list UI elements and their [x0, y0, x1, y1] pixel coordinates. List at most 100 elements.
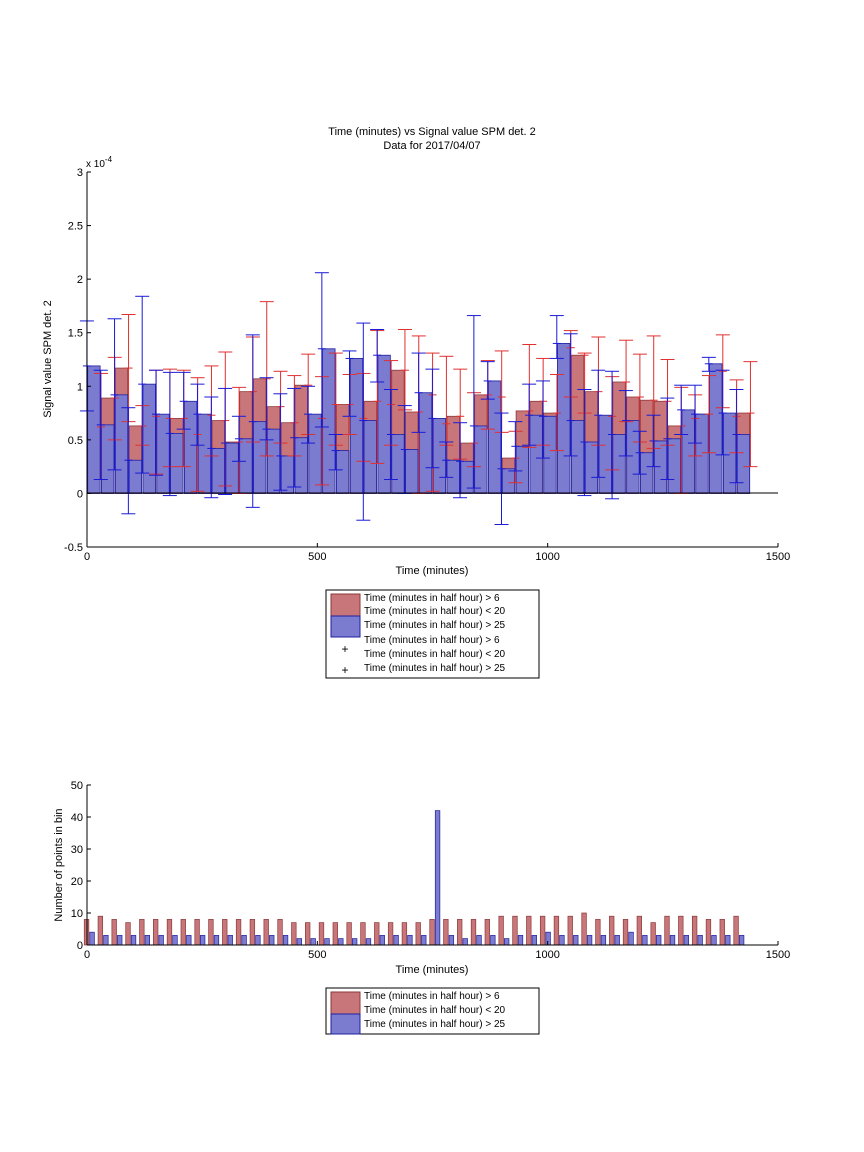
- blue-error-bar: [245, 334, 260, 508]
- red-error-bar: [743, 361, 758, 468]
- blue-error-bar: [577, 389, 592, 497]
- chart1-ticks: 0 500 1000 1500-0.500.511.522.53: [64, 167, 790, 563]
- red-count-bar: [360, 922, 366, 946]
- y-tick-label: 20: [71, 876, 83, 888]
- red-error-bar: [397, 329, 412, 411]
- legend2-item-3: Time (minutes in half hour) > 25: [364, 1019, 506, 1030]
- red-count-bar: [650, 922, 656, 946]
- blue-count-bar: [642, 935, 648, 946]
- x-tick-label: 1500: [766, 949, 790, 961]
- blue-count-bar: [573, 935, 579, 946]
- blue-bar: [349, 358, 364, 494]
- blue-bar: [529, 414, 543, 494]
- blue-count-bar: [407, 935, 413, 946]
- blue-error-bar: [729, 389, 744, 484]
- blue-error-bar: [287, 387, 302, 488]
- blue-error-bar: [314, 272, 329, 428]
- red-count-bar: [401, 922, 408, 946]
- red-count-bar: [733, 915, 739, 946]
- legend2-item-2: Time (minutes in half hour) < 20: [364, 1005, 506, 1016]
- blue-count-bar: [490, 935, 496, 946]
- blue-count-bar: [103, 935, 109, 946]
- blue-count-bar: [296, 938, 303, 946]
- blue-bar: [584, 441, 599, 494]
- legend-blue-swatch: [330, 615, 361, 638]
- blue-count-bar: [697, 935, 703, 946]
- y-tick-label: 30: [71, 844, 83, 856]
- y-tick-label: 2.5: [68, 221, 83, 233]
- red-count-bar: [512, 915, 518, 946]
- blue-count-bar: [531, 935, 537, 946]
- red-count-bar: [346, 922, 352, 946]
- red-count-bar: [457, 919, 463, 946]
- red-count-bar: [498, 915, 504, 946]
- blue-error-bar: [231, 415, 246, 462]
- chart2-xlabel: Time (minutes): [396, 964, 469, 976]
- chart1-y-exponent: x 10-4: [86, 155, 113, 170]
- blue-bar: [239, 438, 253, 494]
- blue-bar: [488, 380, 502, 494]
- chart1-xlabel: Time (minutes): [396, 565, 469, 577]
- red-count-bar: [443, 919, 449, 946]
- red-count-bar: [581, 912, 587, 946]
- blue-error-bar: [466, 315, 481, 489]
- red-count-bar: [374, 922, 380, 946]
- blue-error-bar: [383, 389, 398, 480]
- blue-bar: [253, 421, 267, 494]
- blue-error-bar: [715, 369, 730, 456]
- blue-count-bar: [683, 935, 689, 946]
- blue-count-bar: [117, 935, 123, 946]
- red-count-bar: [97, 915, 104, 946]
- red-error-bar: [549, 374, 564, 452]
- blue-count-bar: [448, 935, 455, 946]
- blue-error-bar: [674, 384, 689, 435]
- x-tick-label: 1500: [766, 551, 790, 563]
- blue-bar: [142, 383, 156, 494]
- blue-error-bar: [356, 322, 371, 521]
- red-count-bar: [415, 922, 421, 946]
- blue-error-bar: [646, 414, 661, 468]
- count-chart: 0 500 1000 1500 0 10 20 30 40 50 Time (minutes) N…: [53, 780, 790, 1035]
- blue-count-bar: [476, 935, 482, 946]
- red-error-bar: [701, 375, 716, 454]
- blue-count-bar: [172, 935, 178, 946]
- y-tick-label: 1.5: [68, 328, 83, 340]
- red-count-bar: [111, 919, 117, 946]
- blue-error-bar: [687, 384, 702, 444]
- blue-count-bar: [656, 935, 662, 946]
- blue-error-bar: [135, 295, 150, 474]
- blue-bar: [322, 348, 336, 494]
- blue-error-bar: [535, 380, 550, 459]
- red-count-bar: [305, 922, 311, 946]
- chart2-axes: [86, 785, 778, 946]
- blue-count-bar: [738, 935, 745, 946]
- blue-count-bar: [186, 935, 192, 946]
- legend-item-5: Time (minutes in half hour) < 20: [364, 649, 506, 660]
- y-tick-label: 0: [77, 940, 83, 952]
- blue-error-bar: [273, 393, 288, 491]
- blue-count-bar: [199, 935, 206, 946]
- red-count-bar: [166, 919, 173, 946]
- blue-error-bar: [218, 387, 233, 495]
- y-tick-label: 3: [77, 167, 83, 179]
- blue-bar: [308, 413, 322, 494]
- chart1-title: Time (minutes) vs Signal value SPM det. …: [328, 126, 535, 138]
- red-count-bar: [705, 919, 712, 946]
- blue-error-bar: [632, 430, 647, 475]
- blue-bar: [363, 420, 377, 494]
- blue-bar: [612, 434, 626, 494]
- chart1-error-bars: [79, 272, 758, 525]
- red-count-bar: [567, 915, 573, 946]
- blue-count-bar: [158, 935, 164, 946]
- red-count-bar: [595, 919, 601, 946]
- legend2-blue-swatch: [330, 1013, 361, 1035]
- chart1-axes: [86, 172, 778, 548]
- blue-count-bar: [725, 935, 731, 946]
- blue-count-bar: [241, 935, 247, 946]
- blue-error-bar: [660, 397, 675, 480]
- blue-count-bar: [393, 935, 399, 946]
- blue-bar: [570, 420, 585, 494]
- blue-bar: [557, 343, 571, 494]
- blue-count-bar: [213, 935, 220, 946]
